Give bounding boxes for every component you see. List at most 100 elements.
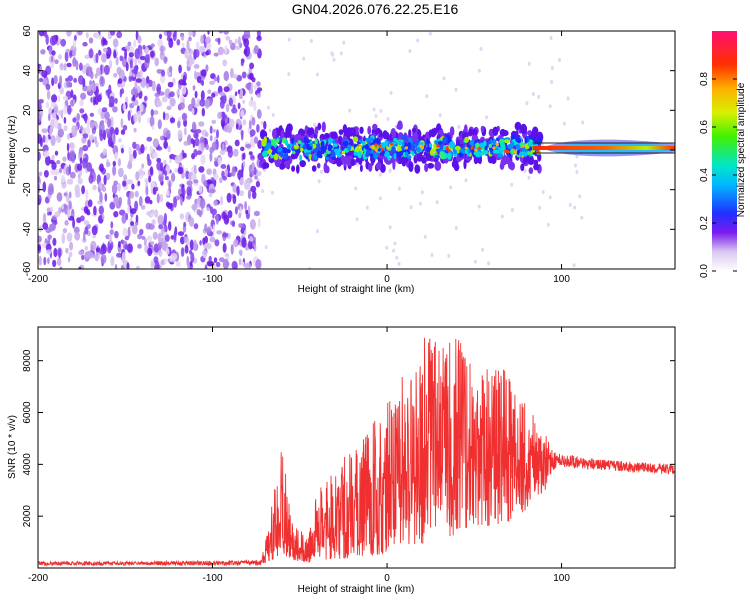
spectrogram-noise-cell [53, 118, 59, 129]
spectrogram-signal-cell [368, 137, 374, 142]
spectrogram-signal-cell [293, 144, 299, 150]
spectrogram-signal-cell [373, 152, 379, 160]
spectrogram-noise-cell [430, 253, 434, 257]
spectrogram-noise-cell [193, 223, 199, 230]
spectrogram-noise-cell [228, 39, 233, 45]
spectrogram-noise-cell [66, 31, 72, 37]
spectrogram-noise-cell [66, 193, 70, 204]
spectrogram-noise-cell [69, 142, 76, 151]
spectrogram-x-tick-label: 100 [553, 274, 570, 285]
spectrogram-signal-cell [324, 132, 330, 139]
spectrogram-signal-cell [306, 127, 313, 136]
spectrogram-noise-cell [213, 200, 218, 207]
spectrogram-noise-cell [82, 133, 89, 139]
spectrogram-signal-cell [328, 137, 333, 145]
spectrogram-noise-cell [60, 175, 66, 184]
spectrogram-signal-cell [424, 163, 429, 173]
spectrogram-noise-cell [80, 125, 83, 132]
spectrogram-noise-cell [240, 129, 244, 141]
spectrogram-noise-cell [253, 45, 259, 54]
spectrogram-noise-cell [80, 215, 85, 222]
spectrogram-noise-cell [219, 177, 223, 184]
spectrogram-signal-cell [438, 140, 443, 145]
spectrogram-noise-cell [53, 247, 58, 258]
spectrogram-signal-cell [359, 164, 363, 172]
spectrogram-noise-cell [102, 129, 106, 141]
spectrogram-noise-cell [238, 258, 242, 266]
spectrogram-noise-cell [180, 94, 184, 104]
spectrogram-noise-cell [152, 231, 158, 240]
spectrogram-noise-cell [139, 56, 147, 61]
spectrogram-noise-cell [178, 64, 182, 74]
spectrogram-noise-cell [146, 136, 153, 142]
spectrogram-signal-cell [429, 149, 434, 156]
spectrogram-noise-cell [342, 40, 346, 45]
spectrogram-noise-cell [127, 226, 131, 238]
spectrogram-signal-cell [464, 149, 468, 154]
spectrogram-signal-cell [297, 140, 302, 145]
spectrogram-noise-cell [222, 59, 228, 67]
spectrogram-noise-cell [51, 94, 58, 103]
spectrogram-noise-cell [109, 59, 113, 69]
spectrogram-noise-cell [416, 38, 420, 43]
spectrogram-signal-cell [340, 154, 345, 163]
spectrogram-signal-cell [504, 139, 510, 144]
colorbar-tick-label: 0.4 [699, 168, 710, 182]
spectrogram-noise-cell [204, 264, 208, 269]
spectrogram-signal-cell [458, 152, 464, 158]
spectrogram-noise-cell [232, 183, 237, 193]
spectrogram-image [38, 31, 675, 269]
spectrogram-signal-cell [361, 140, 366, 145]
spectrogram-signal-cell [381, 150, 385, 155]
spectrogram-signal-cell [378, 144, 382, 148]
spectrogram-signal-cell [442, 145, 447, 151]
spectrogram-noise-cell [256, 81, 261, 87]
spectrogram-noise-cell [151, 219, 156, 226]
spectrogram-noise-cell [137, 180, 141, 186]
spectrogram-noise-cell [122, 227, 128, 237]
spectrogram-noise-cell [114, 127, 119, 136]
spectrogram-noise-cell [379, 172, 382, 177]
spectrogram-noise-cell [99, 76, 105, 87]
spectrogram-noise-cell [112, 145, 119, 155]
spectrogram-noise-cell [53, 106, 59, 113]
spectrogram-noise-cell [227, 210, 233, 219]
snr-x-tick-label: 0 [384, 573, 390, 584]
spectrogram-signal-cell [305, 152, 310, 157]
spectrogram-noise-cell [38, 225, 43, 233]
spectrogram-noise-cell [120, 88, 125, 95]
spectrogram-noise-cell [302, 56, 306, 61]
spectrogram-signal-cell [382, 130, 388, 140]
spectrogram-noise-cell [134, 57, 138, 67]
spectrogram-noise-cell [202, 237, 206, 245]
spectrogram-noise-cell [89, 112, 95, 117]
spectrogram-noise-cell [82, 41, 88, 47]
spectrogram-signal-cell [397, 151, 403, 158]
spectrogram-noise-cell [139, 102, 144, 113]
spectrogram-noise-cell [156, 86, 161, 92]
spectrogram-signal-cell [294, 134, 301, 142]
spectrogram-signal-cell [477, 146, 481, 150]
snr-y-axis-label: SNR (10 * v/v) [7, 415, 18, 479]
spectrogram-noise-cell [79, 62, 83, 71]
spectrogram-signal-cell [442, 136, 448, 144]
spectrogram-noise-cell [188, 31, 194, 36]
spectrogram-noise-cell [99, 248, 105, 255]
spectrogram-noise-cell [267, 105, 270, 110]
spectrogram-noise-cell [550, 66, 554, 70]
spectrogram-noise-cell [260, 120, 264, 125]
spectrogram-noise-cell [105, 128, 111, 134]
spectrogram-signal-cell [536, 150, 540, 154]
spectrogram-noise-cell [63, 116, 67, 124]
spectrogram-noise-cell [525, 101, 529, 106]
spectrogram-noise-cell [129, 70, 133, 77]
spectrogram-noise-cell [158, 33, 163, 40]
spectrogram-noise-cell [419, 201, 422, 206]
spectrogram-noise-cell [98, 205, 105, 215]
spectrogram-noise-cell [93, 96, 96, 106]
spectrogram-signal-cell [316, 162, 321, 169]
spectrogram-noise-cell [150, 241, 155, 246]
spectrogram-noise-cell [86, 162, 92, 172]
spectrogram-signal-cell [278, 151, 282, 156]
spectrogram-y-tick-label: -60 [22, 261, 33, 276]
